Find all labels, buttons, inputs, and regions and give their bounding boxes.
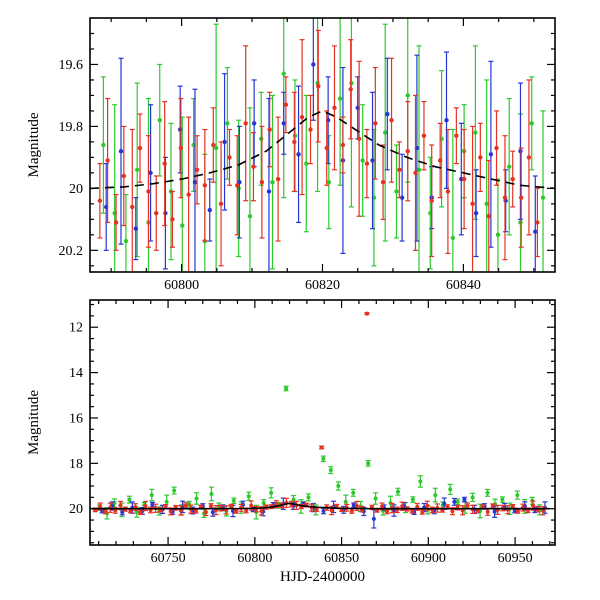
full-panel-x-tick-label: 60800 bbox=[237, 551, 272, 566]
zoom-panel-y-tick-label: 20.2 bbox=[59, 244, 84, 259]
full-panel-y-tick-label: 16 bbox=[69, 411, 83, 426]
zoom-panel-x-tick-label: 60820 bbox=[305, 278, 340, 293]
zoom-panel-series-red bbox=[97, 29, 540, 272]
full-panel-y-axis-label: Magnitude bbox=[26, 390, 42, 455]
zoom-panel-y-axis-label: Magnitude bbox=[26, 112, 42, 177]
zoom-panel-x-tick-label: 60800 bbox=[164, 278, 199, 293]
full-panel-frame bbox=[89, 299, 556, 546]
zoom-panel-tick-labels: 60800 60820 60840 19.6 19.8 20 20.2 bbox=[59, 58, 481, 293]
full-panel-y-tick-label: 12 bbox=[69, 321, 83, 336]
zoom-panel-x-tick-label: 60840 bbox=[446, 278, 481, 293]
zoom-panel-ticks bbox=[90, 18, 555, 272]
zoom-panel-series-green bbox=[100, 18, 546, 272]
full-panel-x-tick-label: 60850 bbox=[324, 551, 359, 566]
full-panel-x-tick-label: 60950 bbox=[498, 551, 533, 566]
zoom-panel-y-tick-label: 19.8 bbox=[59, 120, 84, 135]
full-panel-x-axis-label: HJD-2400000 bbox=[280, 569, 365, 585]
full-panel-y-tick-label: 14 bbox=[69, 366, 83, 381]
full-panel-y-tick-label: 18 bbox=[69, 457, 83, 472]
full-panel-ticks bbox=[90, 300, 555, 545]
full-panel-series-green bbox=[97, 385, 543, 520]
full-panel-y-tick-label: 20 bbox=[69, 502, 83, 517]
full-panel-series-red bbox=[92, 311, 546, 517]
full-panel-x-tick-label: 60900 bbox=[411, 551, 446, 566]
full-panel-tick-labels: 60750 60800 60850 60900 60950 12 14 16 18 20 bbox=[69, 321, 533, 566]
zoom-panel-data-area bbox=[90, 18, 555, 272]
full-panel-data-area bbox=[90, 311, 550, 529]
zoom-panel-model-curve bbox=[90, 110, 555, 190]
zoom-panel-y-tick-label: 19.6 bbox=[59, 58, 84, 73]
zoom-panel-y-tick-label: 20 bbox=[69, 182, 83, 197]
full-panel-model-curve bbox=[90, 502, 550, 510]
full-panel-x-tick-label: 60750 bbox=[151, 551, 186, 566]
